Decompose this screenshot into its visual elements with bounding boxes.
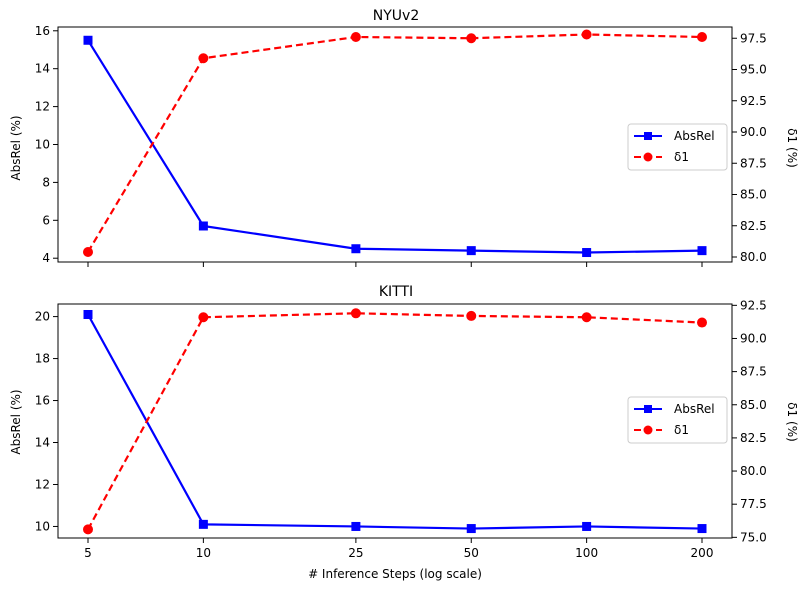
data-point-absrel: [697, 524, 707, 534]
y-right-tick-label: 90.0: [740, 331, 767, 345]
y-right-tick-label: 87.5: [740, 156, 767, 170]
y-left-tick-label: 4: [42, 251, 50, 265]
plot-content: 4 6 8 10 12 14 16 80.0 82.5 85.0 87.5 90.0 92.5 95.0 9…: [35, 24, 767, 267]
y-right-tick-label: 80.0: [740, 464, 767, 478]
data-point-absrel: [582, 248, 592, 258]
y-right-tick-label: 75.0: [740, 530, 767, 544]
series-line-delta1: [87, 312, 703, 530]
data-point-delta1: [350, 308, 361, 319]
x-tick-label: 5: [84, 546, 92, 560]
y-left-tick-label: 12: [35, 477, 50, 491]
data-point-absrel: [198, 221, 208, 231]
y-left-tick-label: 12: [35, 100, 50, 114]
legend-delta1-marker: [643, 152, 653, 162]
data-point-delta1: [697, 32, 707, 42]
x-tick-label: 200: [691, 546, 714, 560]
data-point-delta1: [466, 310, 477, 321]
legend: AbsRel δ1: [627, 123, 728, 171]
data-point-delta1: [350, 32, 361, 42]
series-line-delta1: [87, 33, 703, 253]
plot-content: 5 10 25 50 100 200 10 12 14 16 18 20 75.0 77.5 80.0 82.…: [35, 298, 767, 560]
data-point-delta1: [198, 53, 209, 64]
legend-delta1-label: δ1: [674, 423, 689, 437]
chart-title: NYUv2: [373, 8, 419, 24]
y-right-tick-label: 92.5: [740, 94, 767, 108]
y-right-tick-label: 82.5: [740, 431, 767, 445]
legend-delta1-marker: [643, 425, 653, 435]
y-right-tick-label: 92.5: [740, 298, 767, 312]
panel-nyuv2: NYUv2 AbsRel (%) δ1 (%) 4 6 8 10 12 14 16 80.0 8…: [9, 8, 799, 267]
data-point-absrel: [351, 521, 361, 531]
x-tick-label: 100: [575, 546, 598, 560]
data-point-delta1: [581, 312, 592, 323]
x-tick-label: 50: [464, 546, 479, 560]
data-point-delta1: [581, 29, 592, 40]
data-point-delta1: [697, 317, 707, 328]
y-right-tick-label: 97.5: [740, 31, 767, 45]
y-left-tick-label: 20: [35, 310, 50, 324]
y-axis-left-label: AbsRel (%): [9, 115, 23, 180]
x-axis-label: # Inference Steps (log scale): [308, 567, 482, 581]
data-point-delta1: [198, 312, 209, 323]
y-left-tick-label: 16: [35, 24, 50, 38]
data-point-delta1: [83, 524, 93, 535]
legend-absrel-marker: [644, 132, 652, 140]
data-point-absrel: [582, 521, 592, 531]
y-left-tick-label: 16: [35, 394, 50, 408]
chart-title: KITTI: [379, 284, 413, 300]
x-tick-label: 25: [348, 546, 363, 560]
data-point-absrel: [83, 309, 93, 319]
y-left-tick-label: 14: [35, 436, 50, 450]
y-right-tick-label: 95.0: [740, 63, 767, 77]
y-right-tick-label: 85.0: [740, 398, 767, 412]
data-point-absrel: [198, 519, 208, 529]
series-line-absrel: [87, 39, 703, 254]
y-right-tick-label: 80.0: [740, 250, 767, 264]
y-right-tick-label: 77.5: [740, 497, 767, 511]
y-right-tick-label: 82.5: [740, 219, 767, 233]
y-left-tick-label: 14: [35, 62, 50, 76]
data-point-absrel: [351, 244, 361, 254]
data-point-absrel: [83, 35, 93, 45]
data-point-absrel: [466, 524, 476, 534]
legend-absrel-label: AbsRel: [674, 129, 715, 143]
y-left-tick-label: 18: [35, 352, 50, 366]
y-left-tick-label: 6: [42, 213, 50, 227]
y-axis-right-label: δ1 (%): [785, 402, 799, 442]
data-point-absrel: [697, 246, 707, 256]
y-left-tick-label: 10: [35, 519, 50, 533]
legend-absrel-label: AbsRel: [674, 402, 715, 416]
x-tick-label: 10: [196, 546, 211, 560]
series-line-absrel: [87, 313, 703, 530]
data-point-absrel: [466, 246, 476, 256]
legend-delta1-label: δ1: [674, 150, 689, 164]
y-axis-left-label: AbsRel (%): [9, 389, 23, 454]
y-left-tick-label: 8: [42, 175, 50, 189]
y-right-tick-label: 87.5: [740, 365, 767, 379]
legend-absrel-marker: [644, 405, 652, 413]
legend: AbsRel δ1: [627, 396, 728, 444]
y-right-tick-label: 85.0: [740, 188, 767, 202]
y-right-tick-label: 90.0: [740, 125, 767, 139]
plot-frame: [57, 303, 733, 539]
data-point-delta1: [83, 247, 93, 257]
y-axis-right-label: δ1 (%): [785, 128, 799, 168]
data-point-delta1: [466, 33, 477, 44]
panel-kitti: KITTI AbsRel (%) δ1 (%) # Inference Step…: [9, 284, 799, 581]
y-left-tick-label: 10: [35, 138, 50, 152]
